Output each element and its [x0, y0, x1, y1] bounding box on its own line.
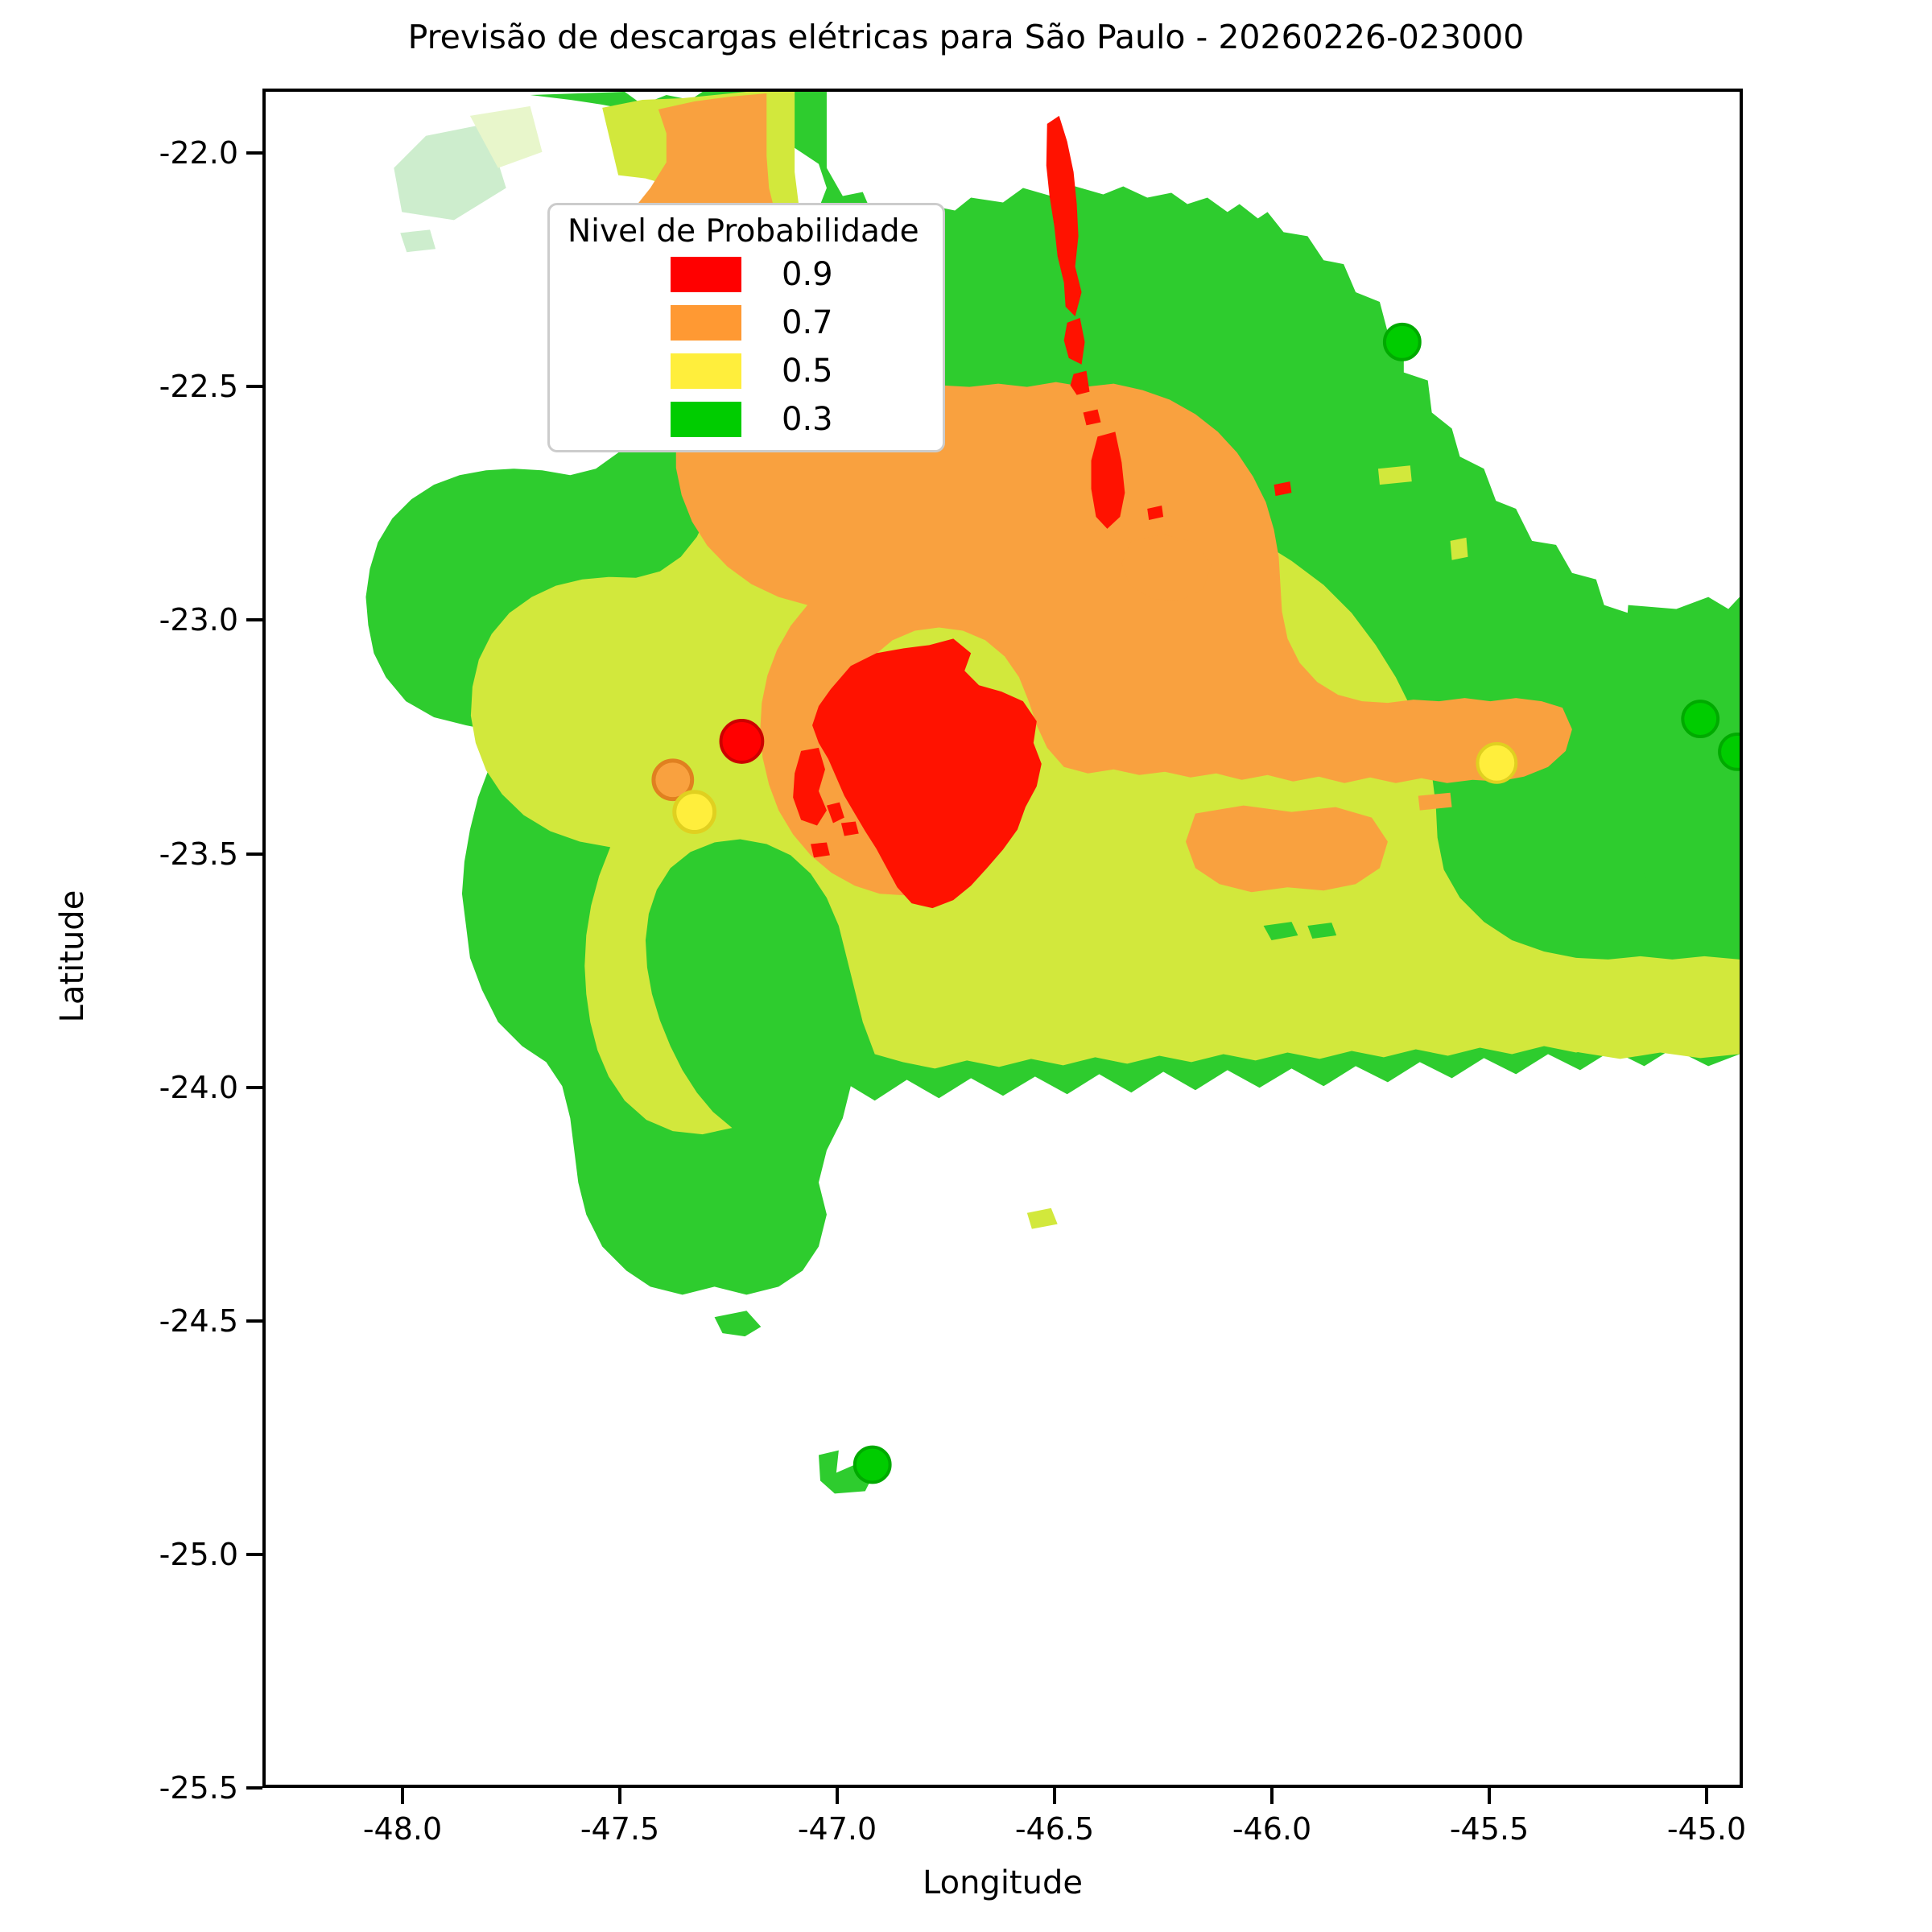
legend-label-09: 0.9 — [782, 256, 833, 293]
x-tick-label: -45.0 — [1666, 1811, 1747, 1847]
x-tick-mark — [1705, 1788, 1708, 1804]
x-tick-mark — [618, 1788, 621, 1804]
small-fragments — [1026, 465, 1468, 1229]
y-axis-label: Latitude — [54, 890, 91, 1023]
legend-title: Nivel de Probabilidade — [568, 213, 919, 250]
x-tick-mark — [401, 1788, 404, 1804]
isolated-patches — [714, 922, 1337, 1494]
legend-item-0: 0.9 — [671, 255, 833, 294]
faint-patches — [394, 105, 543, 253]
marker-dot — [651, 758, 695, 802]
x-tick-mark — [1270, 1788, 1274, 1804]
y-tick-mark — [246, 151, 262, 155]
legend-item-1: 0.7 — [671, 303, 833, 342]
y-tick-label: -22.0 — [159, 135, 238, 171]
x-axis-label: Longitude — [923, 1864, 1083, 1901]
x-tick-label: -47.0 — [797, 1811, 877, 1847]
legend-label-05: 0.5 — [782, 353, 833, 390]
y-tick-mark — [246, 385, 262, 388]
y-tick-label: -23.0 — [159, 602, 238, 638]
legend-swatch-05 — [671, 353, 741, 389]
marker-dot — [1476, 741, 1518, 784]
x-tick-label: -48.0 — [362, 1811, 443, 1847]
y-tick-mark — [246, 1319, 262, 1323]
x-tick-mark — [836, 1788, 839, 1804]
contour-map — [365, 92, 1740, 1494]
y-tick-mark — [246, 618, 262, 621]
x-tick-mark — [1488, 1788, 1491, 1804]
y-tick-label: -22.5 — [159, 369, 238, 404]
y-tick-label: -25.0 — [159, 1537, 238, 1572]
marker-dot — [1382, 322, 1422, 361]
x-tick-label: -46.0 — [1232, 1811, 1312, 1847]
level-09-region — [793, 115, 1292, 909]
y-tick-mark — [246, 852, 262, 856]
legend-item-3: 0.3 — [671, 400, 833, 439]
legend-label-07: 0.7 — [782, 304, 833, 341]
marker-dot — [1681, 700, 1720, 738]
legend-swatch-07 — [671, 305, 741, 341]
x-tick-label: -47.5 — [580, 1811, 660, 1847]
y-tick-mark — [246, 1086, 262, 1089]
y-tick-mark — [246, 1786, 262, 1790]
y-tick-label: -23.5 — [159, 836, 238, 872]
page-title: Previsão de descargas elétricas para São… — [407, 18, 1525, 56]
legend-item-2: 0.5 — [671, 352, 833, 390]
x-tick-label: -45.5 — [1449, 1811, 1530, 1847]
legend-swatch-09 — [671, 257, 741, 292]
y-tick-label: -24.0 — [159, 1070, 238, 1105]
legend: Nivel de Probabilidade 0.9 0.7 0.5 0.3 — [547, 203, 945, 452]
y-tick-label: -25.5 — [159, 1770, 238, 1806]
x-tick-label: -46.5 — [1014, 1811, 1095, 1847]
marker-dot — [852, 1445, 892, 1484]
y-tick-label: -24.5 — [159, 1303, 238, 1339]
x-tick-mark — [1053, 1788, 1056, 1804]
marker-dot — [1718, 732, 1740, 771]
y-tick-mark — [246, 1553, 262, 1556]
marker-dot — [672, 790, 717, 834]
legend-swatch-03 — [671, 402, 741, 437]
marker-dot — [719, 719, 765, 764]
legend-label-03: 0.3 — [782, 401, 833, 438]
plot-area: Nivel de Probabilidade 0.9 0.7 0.5 0.3 — [262, 89, 1743, 1788]
